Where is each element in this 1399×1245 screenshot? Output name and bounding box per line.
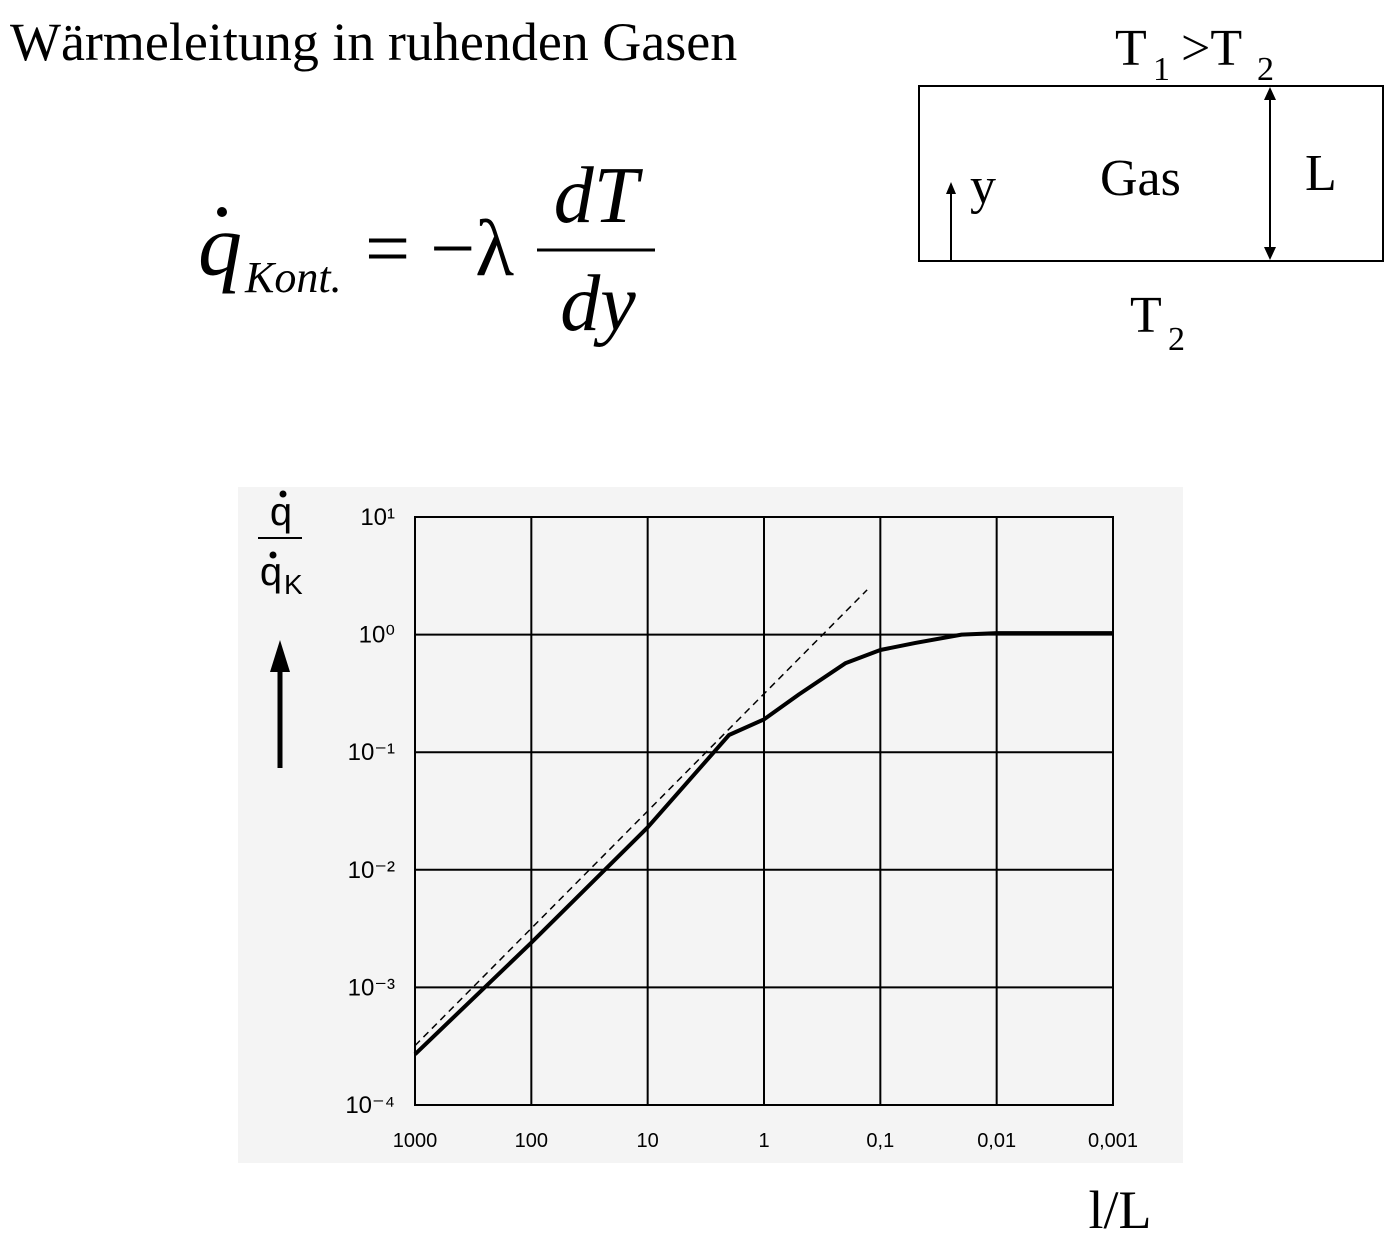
x-tick-label: 100 [515,1130,548,1152]
top-t: T [1115,20,1147,77]
top-sub: 2 [1257,51,1274,88]
y-tick-label: 10⁰ [359,622,395,649]
y-tick-label: 10⁻¹ [348,739,395,766]
slide-title: Wärmeleitung in ruhenden Gasen [10,12,737,72]
formula-numerator: dT [554,152,644,240]
gas-label: Gas [1100,150,1181,207]
dot [217,207,227,217]
x-tick-label: 1000 [393,1130,438,1152]
x-tick-label: 10 [637,1130,659,1152]
formula-equals: = −λ [365,205,514,293]
ylabel-subscript: K [284,569,303,600]
y-tick-label: 10⁻⁴ [345,1092,395,1119]
l-label: L [1305,145,1337,202]
x-tick-label: 0,01 [977,1130,1016,1152]
bottom-sub: 2 [1168,321,1185,358]
dot [279,490,287,498]
ylabel-denominator: q [260,550,282,594]
gas-box [918,85,1384,262]
ylabel-numerator: q [270,490,292,534]
formula-subscript: Kont. [244,253,342,302]
dot [269,551,277,559]
dashed-line [414,589,868,1047]
y-tick-label: 10⁻³ [348,974,395,1001]
x-tick-label: 0,1 [866,1130,894,1152]
x-tick-label: 0,001 [1088,1130,1138,1152]
curve [413,631,1113,1056]
top-gt: >T [1168,20,1242,77]
x-tick-label: 1 [758,1130,769,1152]
arrow-head [946,182,956,194]
y-tick-label: 10⁻² [348,857,395,884]
x-axis-label: l/L [1089,1180,1152,1240]
y-tick-label: 10¹ [360,504,395,531]
top-sub: 1 [1153,51,1170,88]
formula-denominator: dy [560,260,636,348]
arrow-head [270,640,290,672]
bottom-t: T [1130,287,1162,344]
chart-background [238,487,1183,1163]
y-label: y [970,158,996,215]
